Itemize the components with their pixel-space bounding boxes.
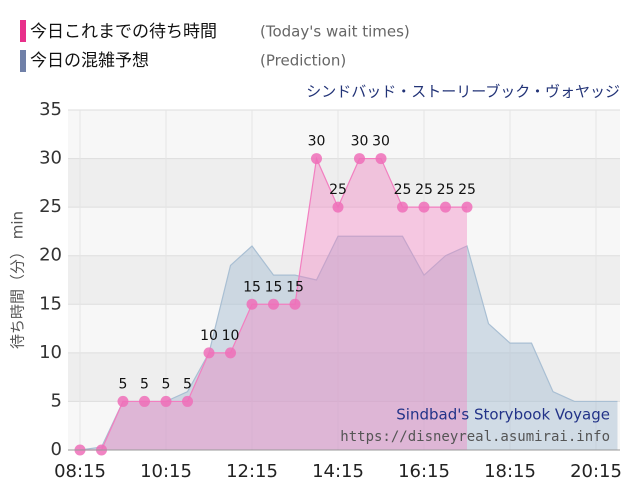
legend-label: 今日これまでの待ち時間 [30, 22, 217, 42]
y-tick-label: 25 [39, 196, 62, 217]
data-point [397, 201, 408, 213]
x-tick-label: 10:15 [140, 461, 192, 482]
data-point [461, 201, 473, 213]
x-tick-label: 14:15 [312, 461, 364, 482]
legend-swatch [20, 20, 26, 42]
data-point [354, 153, 365, 165]
x-tick-label: 08:15 [54, 461, 106, 482]
data-label: 15 [243, 279, 261, 295]
y-tick-label: 20 [39, 245, 62, 266]
data-point [418, 201, 430, 213]
y-axis-label: 待ち時間（分） min [9, 211, 27, 349]
data-point [268, 298, 279, 310]
data-point [375, 153, 387, 165]
data-label: 5 [119, 376, 128, 392]
data-label: 5 [183, 376, 192, 392]
data-point [289, 298, 301, 310]
chart-title: シンドバッド・ストーリーブック・ヴォヤッジ [306, 83, 620, 101]
legend-note: (Today's wait times) [260, 23, 410, 41]
y-tick-label: 5 [51, 390, 62, 411]
legend-label: 今日の混雑予想 [30, 51, 149, 71]
x-tick-label: 16:15 [398, 461, 450, 482]
data-point [139, 395, 150, 407]
y-tick-label: 10 [39, 342, 62, 363]
data-label: 15 [265, 279, 283, 295]
legend-swatch [20, 50, 26, 72]
data-label: 25 [458, 182, 476, 198]
annotation: Sindbad's Storybook Voyage [396, 406, 610, 424]
data-label: 30 [351, 134, 369, 150]
data-label: 30 [372, 134, 390, 150]
y-tick-label: 0 [51, 439, 62, 460]
data-label: 30 [308, 134, 326, 150]
data-point [225, 347, 236, 359]
data-label: 10 [200, 328, 218, 344]
y-tick-label: 30 [39, 148, 62, 169]
area-fill [80, 236, 618, 450]
data-label: 5 [162, 376, 171, 392]
y-tick-label: 15 [39, 293, 62, 314]
data-label: 25 [415, 182, 433, 198]
data-point [311, 153, 322, 165]
data-point [203, 347, 215, 359]
data-label: 25 [329, 182, 347, 198]
data-label: 25 [437, 182, 455, 198]
data-point [246, 298, 258, 310]
data-point [440, 201, 451, 213]
annotation: https://disneyreal.asumirai.info [340, 429, 610, 445]
data-point [160, 395, 172, 407]
data-label: 25 [394, 182, 412, 198]
data-point [332, 201, 344, 213]
grid-band [68, 158, 620, 208]
y-tick-label: 35 [39, 99, 62, 120]
x-tick-label: 20:15 [570, 461, 622, 482]
x-tick-label: 18:15 [484, 461, 536, 482]
legend-note: (Prediction) [260, 52, 346, 70]
data-label: 15 [286, 279, 304, 295]
data-point [117, 395, 129, 407]
x-tick-label: 12:15 [226, 461, 278, 482]
data-point [182, 395, 193, 407]
data-label: 5 [140, 376, 149, 392]
data-label: 10 [222, 328, 240, 344]
